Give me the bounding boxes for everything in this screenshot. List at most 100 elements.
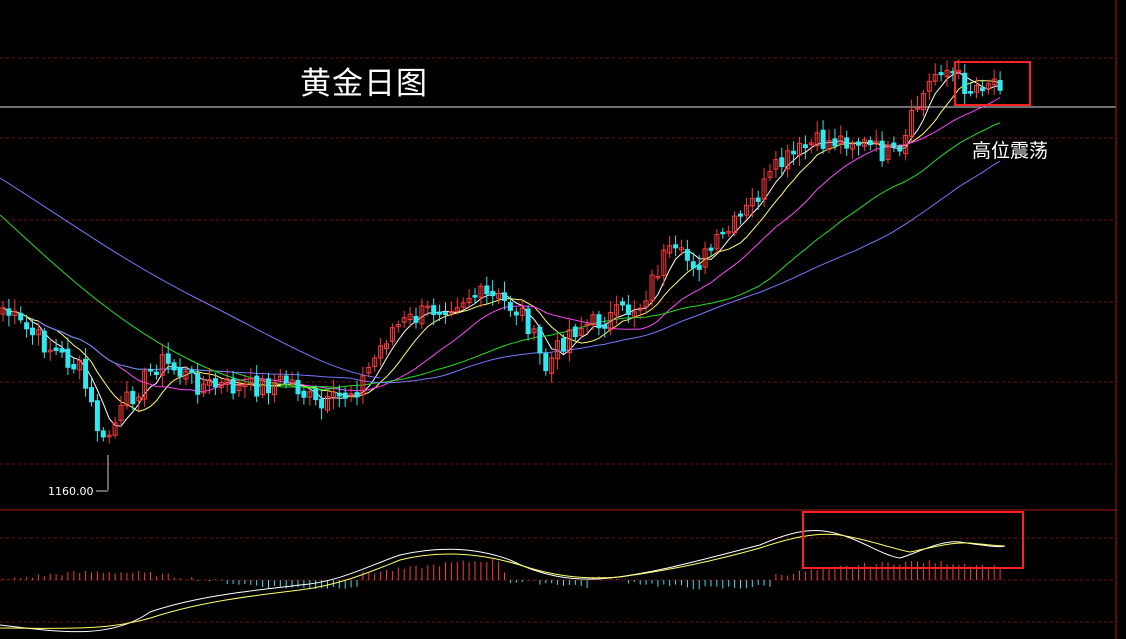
candle-body xyxy=(643,300,649,308)
candle-body xyxy=(313,388,319,401)
candle-body xyxy=(360,375,366,396)
candle-body xyxy=(926,81,932,92)
candle-body xyxy=(118,404,124,421)
candle-body xyxy=(909,110,915,137)
candle-body xyxy=(702,248,708,268)
candle-body xyxy=(18,312,24,321)
candle-body xyxy=(738,213,743,217)
macd-highlight-box xyxy=(802,511,1024,569)
chart-title: 黄金日图 xyxy=(300,66,428,102)
ma40-line xyxy=(38,122,1001,390)
candle-body xyxy=(720,231,726,235)
macd-panel xyxy=(0,530,1006,633)
candle-body xyxy=(631,311,637,317)
candle-body xyxy=(614,304,620,316)
candle-body xyxy=(260,379,266,396)
candle-body xyxy=(602,324,608,329)
candle-body xyxy=(979,87,985,92)
candle-body xyxy=(12,310,18,317)
candle-body xyxy=(974,85,979,93)
candle-body xyxy=(230,378,236,394)
candle-body xyxy=(561,337,566,352)
candle-body xyxy=(354,392,360,398)
candle-body xyxy=(136,396,142,402)
candle-body xyxy=(608,312,614,330)
candle-body xyxy=(466,297,472,304)
candle-body xyxy=(342,392,348,399)
candle-body xyxy=(791,150,797,155)
candle-body xyxy=(236,383,242,392)
candle-body xyxy=(0,307,6,315)
candle-body xyxy=(431,305,437,315)
candle-body xyxy=(460,302,466,308)
candle-body xyxy=(785,150,791,170)
candle-body xyxy=(915,107,920,110)
candle-body xyxy=(590,314,596,326)
candle-body xyxy=(537,326,543,354)
candle-body xyxy=(968,91,974,94)
candle-body xyxy=(401,317,407,323)
candle-body xyxy=(767,170,773,178)
ma60-line xyxy=(38,160,1001,384)
candle-body xyxy=(448,310,454,314)
candle-body xyxy=(283,375,289,384)
candle-body xyxy=(130,391,136,405)
candle-body xyxy=(714,233,720,250)
candle-body xyxy=(389,327,395,342)
candle-body xyxy=(94,400,100,432)
candle-body xyxy=(679,247,684,251)
ma5-line xyxy=(2,71,1001,427)
candle-body xyxy=(513,311,519,316)
candle-body xyxy=(596,314,602,329)
candle-body xyxy=(549,357,555,374)
candle-body xyxy=(124,391,130,407)
candle-body xyxy=(71,364,77,370)
candle-body xyxy=(531,328,537,334)
candle-body xyxy=(35,329,41,336)
candle-body xyxy=(932,74,938,82)
candle-body xyxy=(502,292,507,301)
candle-body xyxy=(956,69,962,73)
candle-body xyxy=(419,305,425,325)
candle-body xyxy=(148,369,153,372)
candle-body xyxy=(189,369,195,374)
candle-body xyxy=(903,134,909,155)
candle-body xyxy=(873,140,879,145)
candle-body xyxy=(938,72,944,76)
candle-body xyxy=(254,375,260,397)
candle-body xyxy=(891,142,897,148)
candle-body xyxy=(83,358,89,389)
candle-body xyxy=(997,80,1003,91)
candle-body xyxy=(165,353,171,364)
candle-body xyxy=(779,157,785,168)
candle-body xyxy=(112,422,118,436)
candle-body xyxy=(6,308,12,316)
candle-body xyxy=(142,370,148,400)
candle-body xyxy=(743,204,749,216)
candle-body xyxy=(89,387,94,403)
candle-body xyxy=(207,379,212,386)
candle-body xyxy=(649,274,655,301)
recent-range-highlight-box xyxy=(954,61,1031,106)
candle-body xyxy=(224,378,230,386)
ma20-line xyxy=(38,97,1001,393)
candle-body xyxy=(77,359,83,371)
candle-body xyxy=(65,348,71,368)
candle-body xyxy=(991,78,997,86)
candle-body xyxy=(867,140,873,146)
candle-body xyxy=(637,307,643,311)
candle-body xyxy=(201,383,207,394)
candle-body xyxy=(295,379,301,395)
candle-body xyxy=(543,353,549,372)
candle-body xyxy=(413,316,419,323)
candle-body xyxy=(395,324,401,328)
candle-body xyxy=(749,198,755,207)
candle-body xyxy=(496,293,502,299)
candle-body xyxy=(177,367,183,377)
candle-body xyxy=(159,354,165,376)
candle-body xyxy=(478,285,484,298)
candle-body xyxy=(106,434,112,438)
candle-body xyxy=(667,245,673,254)
candle-body xyxy=(484,285,490,295)
candle-body xyxy=(271,381,277,396)
